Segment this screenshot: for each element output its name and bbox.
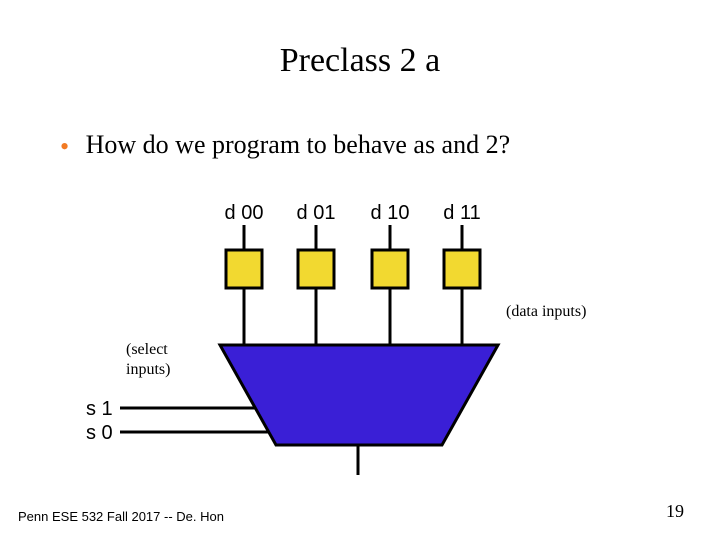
footer-left: Penn ESE 532 Fall 2017 -- De. Hon [18,509,224,524]
select-label: s 1 [86,398,113,420]
data-label: d 01 [297,202,336,224]
data-label: d 10 [371,202,410,224]
select-label: s 0 [86,422,113,444]
data-inputs-annotation: (data inputs) [506,303,586,320]
data-register-box [226,250,262,288]
mux-body [220,345,498,445]
select-inputs-annotation: inputs) [126,361,170,378]
data-register-box [372,250,408,288]
page-number: 19 [666,501,684,522]
data-label: d 11 [443,202,480,224]
mux-diagram: d 00 d 01 d 10 d 11 (data inputs) (select inpu… [0,0,720,540]
data-register-box [444,250,480,288]
select-inputs-annotation: (select [126,341,168,358]
data-label: d 00 [225,202,264,224]
data-register-box [298,250,334,288]
